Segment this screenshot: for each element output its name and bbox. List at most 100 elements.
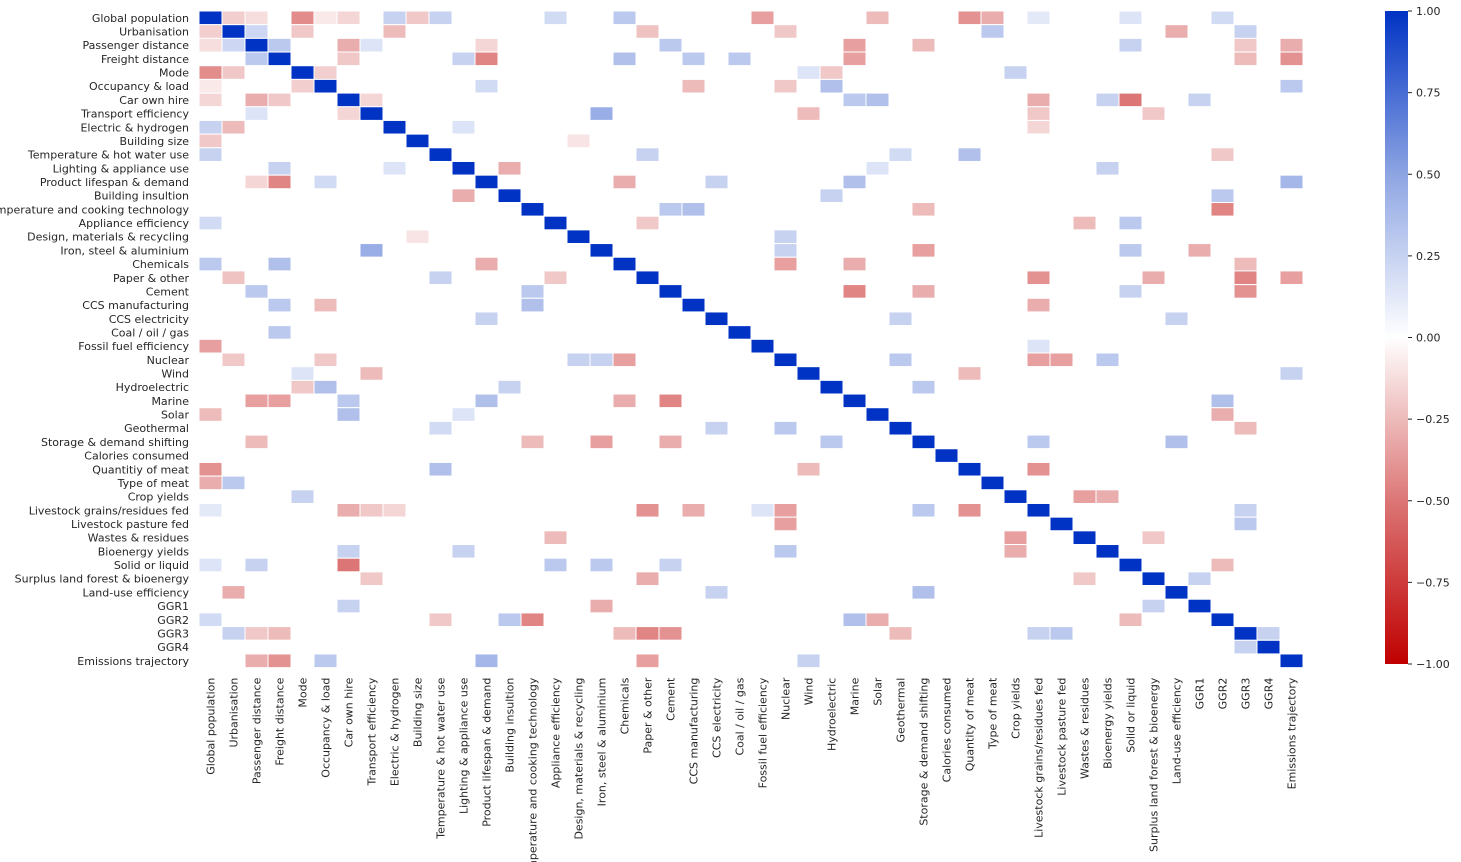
heatmap-cell	[382, 284, 407, 299]
heatmap-cell	[796, 284, 821, 299]
heatmap-cell	[359, 147, 384, 162]
heatmap-cell	[1118, 24, 1143, 39]
heatmap-cell	[589, 24, 614, 39]
heatmap-cell	[566, 434, 591, 450]
heatmap-cell	[819, 516, 844, 532]
heatmap-cell	[1049, 65, 1074, 80]
heatmap-cell	[382, 160, 407, 176]
heatmap-cell	[819, 92, 844, 108]
heatmap-cell	[658, 174, 683, 190]
heatmap-cell	[313, 24, 338, 39]
heatmap-cell	[290, 502, 315, 518]
heatmap-cell	[474, 571, 499, 587]
heatmap-cell	[1072, 133, 1097, 149]
heatmap-cell	[750, 379, 775, 395]
heatmap-cell	[796, 475, 821, 491]
heatmap-cell	[359, 133, 384, 149]
heatmap-cell	[267, 639, 292, 655]
heatmap-cell	[290, 325, 315, 340]
heatmap-cell	[1233, 489, 1258, 504]
heatmap-cell	[704, 639, 729, 655]
heatmap-cell	[658, 557, 683, 573]
column-tick-label: Type of meat	[987, 677, 1000, 750]
heatmap-cell	[359, 379, 384, 395]
heatmap-cell	[681, 352, 706, 368]
heatmap-cell	[911, 92, 936, 108]
heatmap-cell	[382, 516, 407, 532]
heatmap-cell	[1003, 160, 1028, 176]
heatmap-cell	[1141, 653, 1166, 669]
heatmap-cell	[589, 325, 614, 340]
heatmap-cell	[1118, 461, 1143, 477]
heatmap-cell	[727, 133, 752, 149]
heatmap-cell	[1095, 119, 1120, 135]
heatmap-cell	[865, 51, 890, 67]
heatmap-cell	[451, 160, 476, 176]
heatmap-cell	[750, 106, 775, 121]
heatmap-cell	[359, 51, 384, 67]
heatmap-cell	[1026, 243, 1051, 258]
heatmap-cell	[1003, 92, 1028, 108]
heatmap-cell	[221, 106, 246, 121]
heatmap-cell	[244, 475, 269, 491]
heatmap-cell	[980, 174, 1005, 190]
heatmap-cell	[313, 270, 338, 286]
heatmap-cell	[727, 626, 752, 641]
heatmap-cell	[497, 147, 522, 162]
heatmap-cell	[1049, 160, 1074, 176]
heatmap-cell	[359, 297, 384, 313]
heatmap-cell	[290, 24, 315, 39]
heatmap-cell	[842, 557, 867, 573]
column-tick-label: Marine	[849, 677, 862, 715]
heatmap-cell	[934, 557, 959, 573]
heatmap-cell	[451, 407, 476, 422]
heatmap-cell	[382, 352, 407, 368]
heatmap-cell	[1164, 626, 1189, 641]
heatmap-cell	[244, 653, 269, 669]
heatmap-cell	[658, 585, 683, 600]
heatmap-cell	[704, 92, 729, 108]
row-tick-label: Cement	[146, 285, 190, 298]
heatmap-cell	[520, 188, 545, 204]
heatmap-cell	[773, 311, 798, 327]
heatmap-cell	[382, 51, 407, 67]
heatmap-cell	[1164, 202, 1189, 217]
heatmap-cell	[589, 639, 614, 655]
heatmap-cell	[865, 338, 890, 354]
heatmap-cell	[773, 243, 798, 258]
heatmap-cell	[750, 270, 775, 286]
heatmap-cell	[1095, 229, 1120, 245]
heatmap-cell	[290, 407, 315, 422]
heatmap-cell	[290, 133, 315, 149]
heatmap-cell	[1141, 612, 1166, 628]
heatmap-cell	[267, 311, 292, 327]
heatmap-cell	[842, 106, 867, 121]
heatmap-cell	[612, 92, 637, 108]
heatmap-cell	[750, 243, 775, 258]
heatmap-cell	[359, 571, 384, 587]
heatmap-cell	[1210, 325, 1235, 340]
heatmap-cell	[497, 133, 522, 149]
heatmap-cell	[267, 270, 292, 286]
heatmap-cell	[727, 188, 752, 204]
heatmap-cell	[911, 297, 936, 313]
heatmap-cell	[773, 338, 798, 354]
heatmap-cell	[980, 571, 1005, 587]
heatmap-cell	[1003, 106, 1028, 121]
heatmap-cell	[911, 10, 936, 26]
heatmap-cell	[221, 366, 246, 381]
heatmap-cell	[796, 311, 821, 327]
heatmap-cell	[773, 448, 798, 463]
heatmap-cell	[313, 489, 338, 504]
heatmap-cell	[1279, 229, 1304, 245]
heatmap-cell	[267, 475, 292, 491]
heatmap-cell	[474, 516, 499, 532]
heatmap-cell	[566, 366, 591, 381]
row-tick-label: Freight distance	[101, 53, 189, 66]
heatmap-cell	[842, 160, 867, 176]
heatmap-cell	[934, 502, 959, 518]
heatmap-cell	[842, 133, 867, 149]
heatmap-cell	[865, 434, 890, 450]
heatmap-cell	[566, 311, 591, 327]
heatmap-cell	[566, 243, 591, 258]
